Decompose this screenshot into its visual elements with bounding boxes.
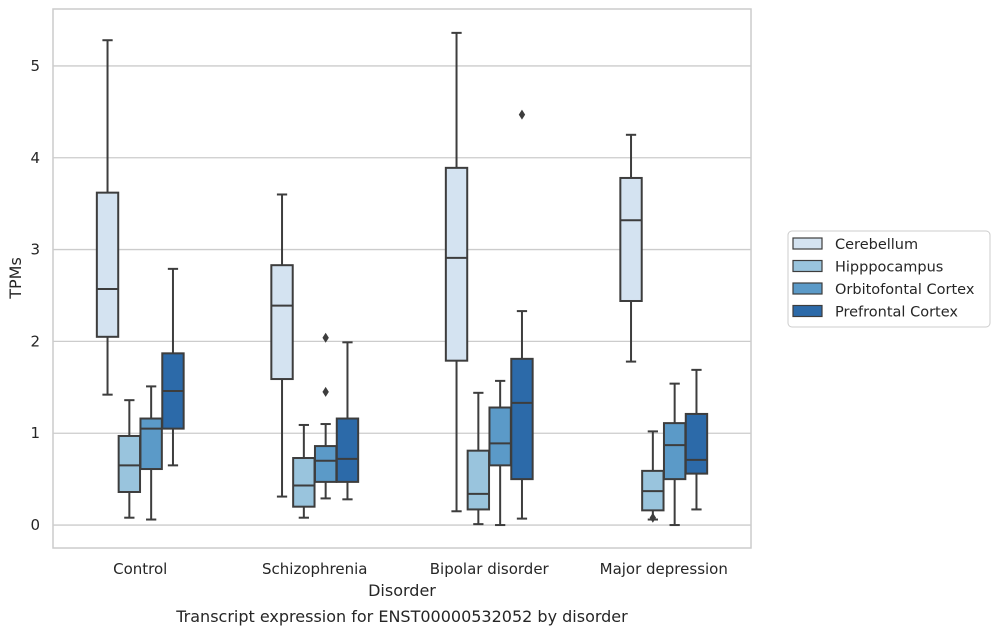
box-iqr [117, 434, 142, 493]
grid-lines [53, 65, 751, 526]
box-cerebellum [619, 133, 643, 363]
outlier-point [322, 332, 329, 343]
box-iqr [313, 445, 338, 483]
x-axis-title: Disorder [368, 581, 436, 600]
box-prefrontal-cortex [510, 109, 534, 520]
box-cerebellum [444, 31, 469, 513]
box-iqr [510, 357, 534, 481]
box-hipppocampus [117, 399, 142, 519]
outlier-point [649, 512, 657, 523]
outlier-point [322, 386, 329, 397]
y-tick-label: 2 [30, 332, 40, 350]
legend-label: Prefrontal Cortex [835, 305, 958, 321]
box-layer [95, 31, 709, 527]
legend-label: Cerebellum [835, 237, 918, 253]
box-hipppocampus [292, 423, 316, 519]
plot-frame [52, 8, 752, 549]
x-tick-label: Schizophrenia [262, 560, 367, 578]
y-tick-label: 1 [30, 424, 40, 442]
chart-caption: Transcript expression for ENST0000053205… [175, 607, 628, 626]
box-hipppocampus [641, 430, 665, 523]
y-tick-label: 5 [30, 57, 40, 75]
legend: Cerebellum Hipppocampus Orbitofontal Corte… [787, 230, 991, 328]
y-axis-title: TPMs [6, 257, 25, 300]
box-iqr [270, 264, 294, 381]
box-orbitofontal-cortex [488, 379, 512, 527]
box-hipppocampus [466, 391, 491, 526]
legend-label: Orbitofontal Cortex [835, 282, 975, 298]
box-iqr [444, 166, 469, 362]
x-tick-label: Control [113, 560, 167, 578]
box-prefrontal-cortex [161, 267, 185, 467]
box-iqr [619, 176, 643, 302]
legend-swatch [792, 237, 823, 250]
box-iqr [488, 406, 512, 467]
y-tick-label: 4 [30, 149, 40, 167]
outlier-point [518, 109, 526, 120]
y-tick-label: 0 [30, 516, 40, 534]
box-orbitofontal-cortex [662, 382, 687, 527]
box-iqr [466, 449, 491, 511]
box-iqr [335, 417, 360, 483]
box-prefrontal-cortex [684, 368, 709, 511]
box-iqr [139, 417, 163, 471]
box-orbitofontal-cortex [313, 332, 338, 500]
y-tick-labels: 0 1 2 3 4 5 [30, 57, 40, 534]
box-prefrontal-cortex [335, 341, 360, 501]
box-iqr [662, 422, 687, 481]
x-tick-label: Major depression [600, 560, 728, 578]
legend-label: Hipppocampus [835, 260, 943, 276]
legend-swatch [792, 259, 823, 273]
x-tick-label: Bipolar disorder [430, 560, 550, 578]
box-iqr [95, 191, 120, 338]
box-cerebellum [95, 39, 120, 396]
box-cerebellum [270, 193, 294, 498]
legend-frame [787, 230, 991, 328]
x-tick-labels: Control Schizophrenia Bipolar disorder Majo… [113, 560, 728, 578]
box-iqr [292, 457, 316, 508]
box-orbitofontal-cortex [139, 385, 163, 521]
legend-swatch [792, 304, 823, 318]
legend-swatch [792, 282, 823, 295]
box-iqr [684, 412, 709, 475]
y-tick-label: 3 [30, 241, 40, 259]
